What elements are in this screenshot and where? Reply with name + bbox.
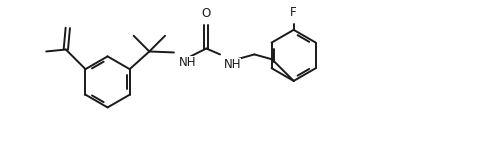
Text: NH: NH — [224, 58, 242, 71]
Text: F: F — [290, 6, 297, 19]
Text: NH: NH — [179, 56, 196, 69]
Text: O: O — [202, 7, 211, 20]
